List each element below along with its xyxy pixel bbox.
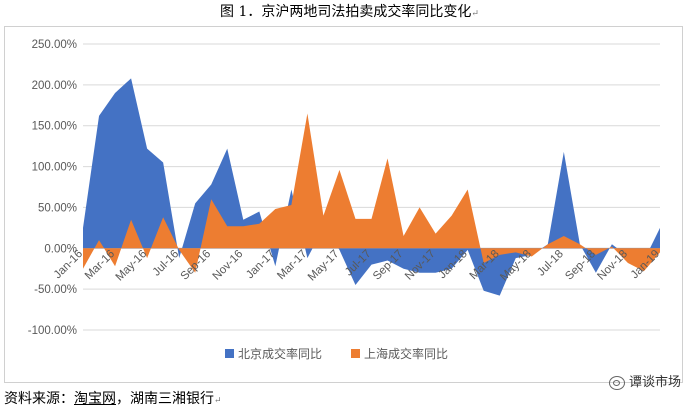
x-tick-label: Mar-17 (275, 248, 309, 282)
source-return-mark: ↵ (214, 396, 222, 406)
y-tick-label: -100.00% (28, 325, 77, 337)
figure-title-text: 图 1．京沪两地司法拍卖成交率同比变化 (220, 4, 472, 20)
x-tick-label: Jan-17 (244, 248, 277, 281)
legend: 北京成交率同比 上海成交率同比 (225, 346, 448, 361)
legend-label-beijing: 北京成交率同比 (238, 346, 322, 361)
y-tick-label: 200.00% (32, 80, 77, 92)
y-tick-label: 50.00% (38, 202, 77, 214)
legend-swatch-beijing (225, 349, 234, 358)
source-note: 资料来源：淘宝网，湖南三湘银行↵ (4, 388, 222, 410)
source-link-text: 淘宝网 (74, 391, 116, 407)
return-mark: ↵ (471, 9, 479, 19)
grid-layer (83, 43, 660, 331)
x-tick-label: Nov-16 (211, 248, 246, 283)
x-tick-label: Jul-16 (151, 248, 182, 279)
y-tick-label: 250.00% (32, 39, 77, 51)
area-chart: -100.00% -50.00% 0.00% 50.00% 100.00% 150.00%… (28, 39, 662, 361)
watermark-text: 谭谈市场 (628, 375, 681, 390)
x-tick-label: Jul-18 (535, 248, 566, 279)
wechat-icon (608, 376, 625, 390)
source-suffix: ，湖南三湘银行 (116, 391, 214, 407)
y-tick-label: 100.00% (32, 162, 77, 174)
legend-swatch-shanghai (351, 349, 360, 358)
source-prefix: 资料来源： (4, 391, 74, 407)
legend-label-shanghai: 上海成交率同比 (364, 346, 448, 361)
area-series-shanghai (83, 113, 660, 273)
y-tick-label: 150.00% (32, 121, 77, 133)
chart-frame: -100.00% -50.00% 0.00% 50.00% 100.00% 150.00%… (4, 26, 683, 383)
y-tick-label: 0.00% (44, 243, 77, 255)
y-tick-label: -50.00% (34, 284, 77, 296)
axis-layer: -100.00% -50.00% 0.00% 50.00% 100.00% 150.00%… (28, 39, 77, 337)
area-layer (82, 78, 661, 296)
watermark: 谭谈市场 (608, 372, 681, 394)
x-tick-label: May-17 (306, 248, 342, 284)
figure-title: 图 1．京沪两地司法拍卖成交率同比变化↵ (0, 0, 699, 24)
